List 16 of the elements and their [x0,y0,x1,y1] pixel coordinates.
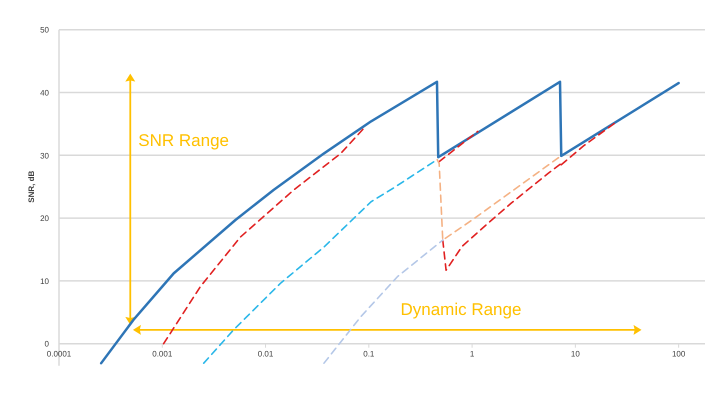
y-tick-label: 10 [40,276,50,286]
x-tick-label: 10 [570,350,580,359]
y-tick-label: 20 [40,214,50,224]
annotation: SNR Range [138,130,229,150]
y-tick-label: 40 [40,88,50,98]
y-tick-label: 0 [44,340,50,349]
x-tick-label: 100 [672,350,686,359]
x-tick-label: 0.001 [152,350,173,359]
annotation: Dynamic Range [400,300,522,319]
x-tick-label: 1 [470,350,475,359]
x-tick-label: 0.0001 [46,350,72,359]
x-tick-label: 0.01 [258,350,274,359]
y-tick-label: 30 [40,151,50,160]
x-tick-label: 0.1 [363,350,375,359]
y-axis-title: SNR, dB [27,170,36,203]
y-tick-label: 50 [40,26,50,35]
